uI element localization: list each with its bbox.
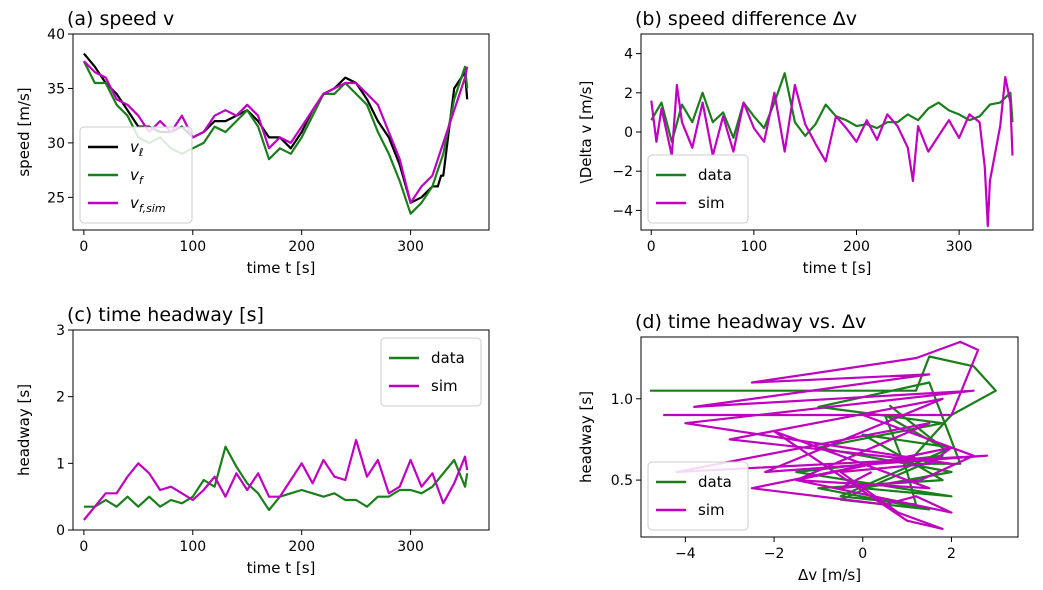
legend-label: data [698,473,732,491]
x-tick-label: −4 [675,546,696,562]
x-tick-label: 300 [397,539,424,555]
x-tick-label: 300 [397,239,424,255]
legend: vℓ vf vf,sim [79,126,193,224]
y-tick-label: 35 [47,81,65,97]
series-line-1 [663,340,989,530]
y-axis-label: \Delta v [m/s] [577,81,595,184]
legend-label: vf [130,166,145,187]
y-tick-label: 1.0 [611,392,633,408]
legend-label: vf,sim [130,194,166,215]
axes-frame [640,336,1019,538]
y-tick-label: −2 [612,164,633,180]
y-tick-label: 4 [624,47,633,63]
legend-label: sim [698,194,725,212]
legend-label: data [698,166,732,184]
legend-box [647,461,749,531]
panel-c: 0 100 200 300 0 1 2 3(c) time headway [s] time t… [15,304,490,577]
y-tick-label: 30 [47,136,65,152]
x-tick-label: 200 [288,239,315,255]
panel-title: (c) time headway [s] [67,304,264,326]
series-line-0 [649,355,997,511]
legend-label: data [431,349,465,367]
x-tick-label: 100 [179,539,206,555]
y-tick-label: 0 [56,523,65,539]
legend: data sim [380,337,482,407]
series-line-1 [650,76,1014,228]
panel-title: (a) speed v [67,8,174,30]
panel-d: −4 −2 0 2 0.5 1.0 (d) time headway vs. Δv Δv [m… [577,311,1019,584]
y-axis-label: speed [m/s] [15,87,33,176]
legend-label: sim [698,501,725,519]
legend-label: vℓ [130,138,143,159]
plot-area [649,340,997,530]
x-tick-label: 0 [647,239,656,255]
panel-title: (b) speed difference Δv [635,8,857,30]
legend: data sim [647,461,749,531]
plot-area [83,438,469,521]
y-tick-label: 2 [56,390,65,406]
series-line-0 [83,445,469,512]
x-tick-label: 2 [947,546,956,562]
legend-box [380,337,482,407]
x-axis-label: Δv [m/s] [798,566,861,584]
y-tick-label: 0 [624,125,633,141]
x-tick-label: 300 [946,239,973,255]
x-axis-label: time t [s] [247,559,316,577]
y-tick-label: 25 [47,190,65,206]
y-tick-label: −4 [612,203,633,219]
x-tick-label: −2 [764,546,785,562]
y-tick-label: 1 [56,456,65,472]
y-tick-label: 2 [624,86,633,102]
x-tick-label: 200 [288,539,315,555]
axes-frame [72,33,490,231]
plot-area [650,72,1014,228]
series-line-1 [83,438,469,521]
y-tick-label: 0.5 [611,473,633,489]
x-tick-label: 200 [843,239,870,255]
y-axis-label: headway [s] [15,384,33,476]
x-tick-label: 100 [179,239,206,255]
y-tick-label: 40 [47,27,65,43]
x-axis-label: time t [s] [803,259,872,277]
legend-box [647,154,749,224]
legend-box [79,126,193,224]
legend: data sim [647,154,749,224]
y-axis-label: headway [s] [577,391,595,483]
x-tick-label: 100 [741,239,768,255]
x-tick-label: 0 [79,239,88,255]
axes-frame [72,329,490,531]
x-tick-label: 0 [858,546,867,562]
panel-title: (d) time headway vs. Δv [635,311,866,333]
y-tick-label: 3 [56,323,65,339]
legend-label: sim [431,377,458,395]
x-tick-label: 0 [79,539,88,555]
x-axis-label: time t [s] [247,259,316,277]
panel-b: 0 100 200 300 −4 −2 0 2 4 (b) speed difference Δv… [577,8,1034,277]
panel-a: 0 100 200 300 25 30 35 40(a) speed v time t [s] s… [15,8,490,277]
